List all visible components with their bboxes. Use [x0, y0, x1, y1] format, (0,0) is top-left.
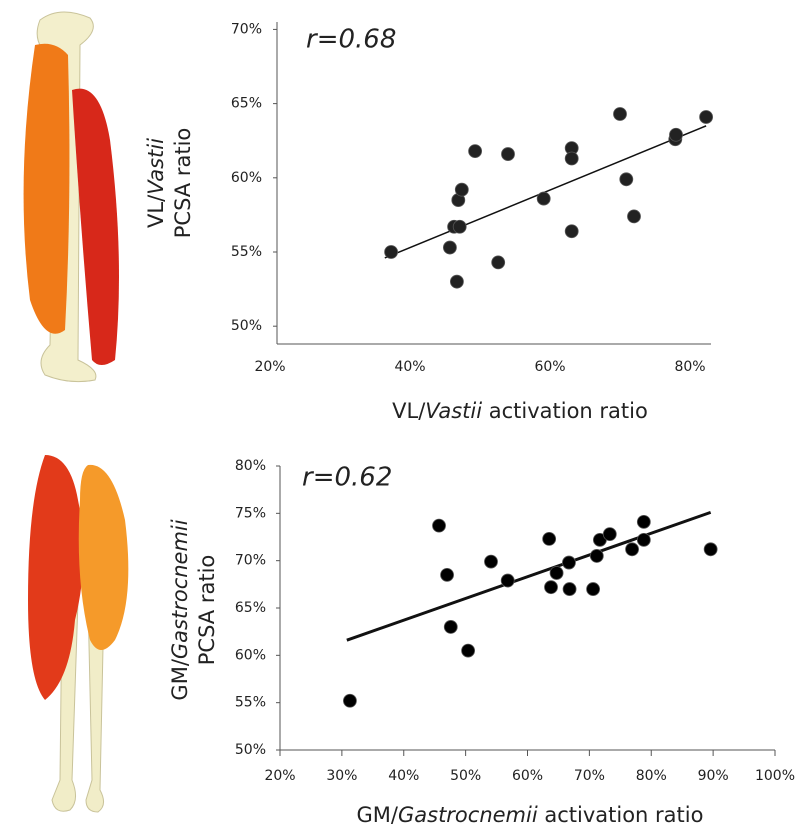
- x-label-part: Gastrocnemii: [398, 803, 538, 827]
- chart: 50% 55% 60% 65% 70% 75% 80% 20% 30% 40% 50% 60% 70% 8…: [168, 458, 795, 827]
- point: [454, 182, 469, 197]
- x-tick-label: 60%: [534, 359, 565, 375]
- point: [636, 532, 651, 547]
- x-label-part: Vastii: [425, 399, 482, 423]
- x-tick-label: 40%: [388, 768, 419, 784]
- annotation: r=0.62: [302, 463, 392, 493]
- y-tick-label: 65%: [235, 600, 266, 616]
- point: [542, 531, 557, 546]
- y-tick-label: 55%: [231, 244, 262, 260]
- y-tick-label: 75%: [235, 505, 266, 521]
- x-tick-label: 80%: [636, 768, 667, 784]
- point: [564, 224, 579, 239]
- chart: 50% 55% 60% 65% 70% 20% 40% 60% 80% r=0.68 VL/Vast…: [144, 21, 713, 423]
- point: [432, 518, 446, 533]
- y-label: PCSA ratio: [195, 555, 219, 666]
- x-label-part: GM/: [357, 803, 399, 827]
- x-tick-label: 80%: [674, 359, 705, 375]
- trendline: [346, 510, 712, 642]
- point: [461, 643, 476, 658]
- point: [613, 107, 627, 121]
- point: [602, 527, 617, 542]
- y-tick-label: 65%: [231, 96, 262, 112]
- y-tick-label: 60%: [231, 170, 262, 186]
- point: [484, 554, 498, 569]
- y-tick-label: 70%: [235, 553, 266, 569]
- x-tick-label: 20%: [254, 359, 285, 375]
- x-label-part: activation ratio: [538, 803, 704, 827]
- y-label: GM/Gastrocnemii: [168, 519, 192, 700]
- point: [442, 240, 457, 255]
- x-label: VL/Vastii activation ratio: [392, 399, 648, 423]
- point: [619, 172, 634, 187]
- vastii-illustration: [23, 11, 119, 383]
- point: [501, 147, 515, 161]
- point: [549, 566, 564, 580]
- point: [449, 274, 464, 289]
- y-tick-label: 50%: [231, 318, 262, 334]
- x-tick-label: 50%: [450, 768, 481, 784]
- point: [586, 582, 600, 596]
- point: [589, 549, 604, 563]
- y-label-part: VL/: [144, 194, 168, 228]
- point: [562, 582, 577, 596]
- point: [452, 219, 467, 234]
- gastrocnemii-illustration: [28, 455, 129, 813]
- x-tick-label: 40%: [394, 359, 425, 375]
- point: [562, 555, 576, 570]
- y-label: VL/Vastii: [144, 138, 168, 228]
- point: [343, 693, 357, 708]
- y-tick-label: 55%: [235, 695, 266, 711]
- y-tick-label: 70%: [231, 21, 262, 37]
- y-tick-label: 60%: [235, 647, 266, 663]
- point: [544, 580, 558, 595]
- x-tick-label: 60%: [512, 768, 543, 784]
- point: [669, 127, 683, 142]
- x-tick-label: 20%: [264, 768, 295, 784]
- point: [440, 567, 454, 582]
- y-label: PCSA ratio: [171, 128, 195, 239]
- point: [491, 255, 506, 270]
- point: [699, 110, 713, 124]
- point: [468, 144, 483, 158]
- point: [443, 620, 458, 634]
- point: [564, 151, 579, 166]
- point: [627, 209, 641, 224]
- point: [636, 514, 651, 529]
- y-label-part: Gastrocnemii: [168, 519, 192, 659]
- x-tick-label: 100%: [755, 768, 795, 784]
- y-label-part: GM/: [168, 658, 192, 700]
- point: [536, 191, 551, 206]
- annotation: r=0.68: [306, 25, 396, 55]
- y-label-part: Vastii: [144, 138, 168, 195]
- point: [625, 542, 639, 557]
- point: [703, 542, 718, 557]
- x-tick-label: 30%: [326, 768, 357, 784]
- point: [500, 573, 515, 588]
- y-tick-label: 80%: [235, 458, 266, 474]
- x-label-part: activation ratio: [482, 399, 648, 423]
- trendline: [384, 125, 707, 259]
- x-label-part: VL/: [392, 399, 426, 423]
- x-tick-label: 90%: [698, 768, 729, 784]
- x-label: GM/Gastrocnemii activation ratio: [357, 803, 704, 827]
- point: [384, 245, 399, 259]
- y-tick-label: 50%: [235, 742, 266, 758]
- x-tick-label: 70%: [574, 768, 605, 784]
